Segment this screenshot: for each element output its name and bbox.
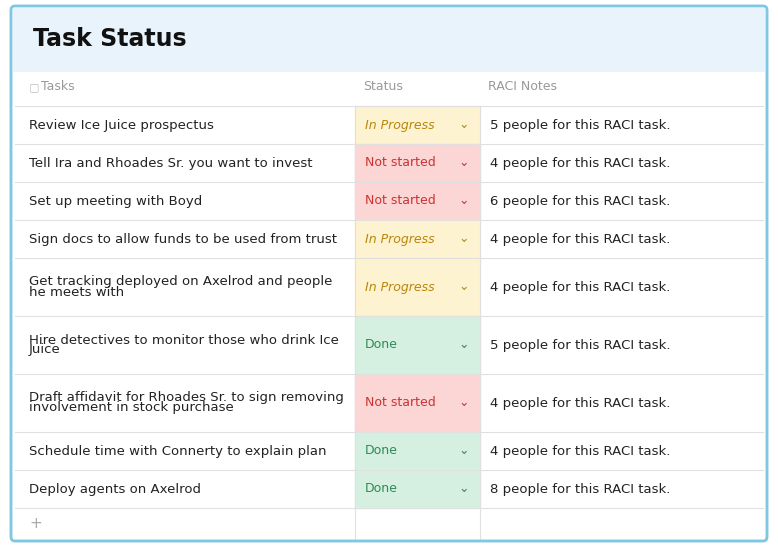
Bar (355, 144, 480, 182)
Text: Tell Ira and Rhoades Sr. you want to invest: Tell Ira and Rhoades Sr. you want to inv… (29, 156, 313, 170)
Text: ⌄: ⌄ (458, 156, 468, 170)
Text: ⌄: ⌄ (458, 119, 468, 131)
Text: ⌄: ⌄ (458, 232, 468, 246)
Text: 5 people for this RACI task.: 5 people for this RACI task. (490, 339, 671, 352)
Text: he meets with: he meets with (29, 286, 124, 299)
Text: Done: Done (365, 339, 398, 352)
Text: +: + (29, 516, 42, 532)
FancyBboxPatch shape (11, 6, 767, 541)
Text: ⌄: ⌄ (458, 482, 468, 496)
Bar (355, 374, 480, 432)
Text: 4 people for this RACI task.: 4 people for this RACI task. (490, 281, 671, 294)
Text: ⌄: ⌄ (458, 397, 468, 410)
Text: 4 people for this RACI task.: 4 people for this RACI task. (490, 445, 671, 457)
Text: Tasks: Tasks (41, 80, 75, 94)
Text: Not started: Not started (365, 397, 436, 410)
Text: Juice: Juice (29, 344, 61, 357)
FancyBboxPatch shape (11, 6, 767, 72)
Bar (355, 182, 480, 220)
Text: ⌄: ⌄ (458, 195, 468, 207)
Bar (355, 106, 480, 144)
Bar (15, 60, 763, 68)
Text: 4 people for this RACI task.: 4 people for this RACI task. (490, 156, 671, 170)
Text: Not started: Not started (365, 156, 436, 170)
Text: Task Status: Task Status (33, 27, 187, 51)
Text: Deploy agents on Axelrod: Deploy agents on Axelrod (29, 482, 201, 496)
Text: Set up meeting with Boyd: Set up meeting with Boyd (29, 195, 202, 207)
Text: Sign docs to allow funds to be used from trust: Sign docs to allow funds to be used from… (29, 232, 337, 246)
Text: 8 people for this RACI task.: 8 people for this RACI task. (490, 482, 671, 496)
Text: Hire detectives to monitor those who drink Ice: Hire detectives to monitor those who dri… (29, 334, 339, 346)
Text: In Progress: In Progress (365, 119, 435, 131)
Text: In Progress: In Progress (365, 281, 435, 294)
Text: Get tracking deployed on Axelrod and people: Get tracking deployed on Axelrod and peo… (29, 276, 332, 288)
Text: Not started: Not started (365, 195, 436, 207)
Bar (355, 316, 480, 374)
Text: 4 people for this RACI task.: 4 people for this RACI task. (490, 397, 671, 410)
Text: involvement in stock purchase: involvement in stock purchase (29, 401, 233, 415)
Text: 5 people for this RACI task.: 5 people for this RACI task. (490, 119, 671, 131)
Text: Draft affidavit for Rhoades Sr. to sign removing: Draft affidavit for Rhoades Sr. to sign … (29, 392, 344, 404)
Text: Done: Done (365, 445, 398, 457)
Text: 6 people for this RACI task.: 6 people for this RACI task. (490, 195, 671, 207)
Bar (355, 470, 480, 508)
Text: RACI Notes: RACI Notes (488, 80, 557, 94)
Text: Schedule time with Connerty to explain plan: Schedule time with Connerty to explain p… (29, 445, 327, 457)
Text: ⌄: ⌄ (458, 445, 468, 457)
Text: Status: Status (363, 80, 403, 94)
Text: Review Ice Juice prospectus: Review Ice Juice prospectus (29, 119, 214, 131)
Text: ⌄: ⌄ (458, 339, 468, 352)
Text: ⌄: ⌄ (458, 281, 468, 294)
Text: Done: Done (365, 482, 398, 496)
Bar (355, 220, 480, 258)
Bar (355, 258, 480, 316)
Text: In Progress: In Progress (365, 232, 435, 246)
Text: ▢: ▢ (29, 82, 40, 92)
Bar (355, 432, 480, 470)
Text: 4 people for this RACI task.: 4 people for this RACI task. (490, 232, 671, 246)
